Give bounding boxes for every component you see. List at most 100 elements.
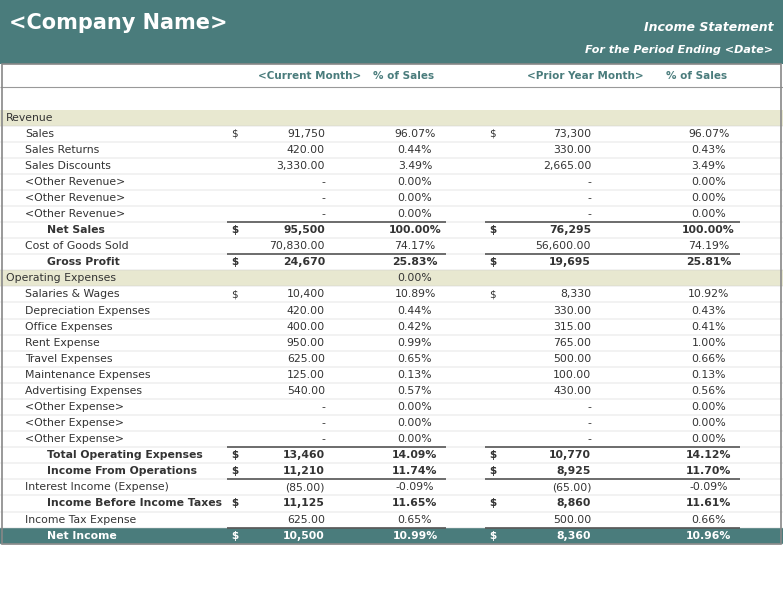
Bar: [0, 270, 783, 286]
Text: Sales: Sales: [25, 128, 54, 139]
Text: Net Sales: Net Sales: [47, 225, 105, 235]
Bar: [0, 206, 783, 222]
Text: Salaries & Wages: Salaries & Wages: [25, 289, 120, 299]
Text: -0.09%: -0.09%: [689, 482, 728, 493]
Text: 14.09%: 14.09%: [392, 450, 438, 460]
Text: 0.66%: 0.66%: [691, 515, 726, 524]
Text: $: $: [231, 466, 238, 476]
Text: 430.00: 430.00: [553, 386, 591, 396]
Bar: [0, 142, 783, 158]
Text: 400.00: 400.00: [287, 322, 325, 332]
Text: 100.00%: 100.00%: [388, 225, 442, 235]
Text: 0.00%: 0.00%: [398, 209, 432, 219]
Text: <Current Month>: <Current Month>: [258, 71, 361, 80]
Text: 0.00%: 0.00%: [398, 402, 432, 412]
Text: 0.65%: 0.65%: [398, 515, 432, 524]
Text: % of Sales: % of Sales: [373, 71, 434, 80]
Text: <Other Expense>: <Other Expense>: [25, 418, 124, 428]
Bar: [0, 190, 783, 206]
Text: 0.00%: 0.00%: [398, 418, 432, 428]
Text: 950.00: 950.00: [287, 338, 325, 347]
Text: (65.00): (65.00): [552, 482, 591, 493]
Bar: [0, 64, 783, 87]
Bar: [0, 254, 783, 270]
Text: 95,500: 95,500: [283, 225, 325, 235]
Text: 625.00: 625.00: [287, 515, 325, 524]
Text: $: $: [231, 128, 237, 139]
Text: 0.13%: 0.13%: [691, 370, 726, 380]
Text: -: -: [587, 193, 591, 203]
Text: $: $: [489, 225, 496, 235]
Text: 10.89%: 10.89%: [395, 289, 435, 299]
Text: 625.00: 625.00: [287, 354, 325, 364]
Text: 0.44%: 0.44%: [398, 305, 432, 316]
Text: 73,300: 73,300: [553, 128, 591, 139]
Text: 0.00%: 0.00%: [691, 402, 726, 412]
Text: 11.74%: 11.74%: [392, 466, 438, 476]
Text: 0.41%: 0.41%: [691, 322, 726, 332]
Text: <Other Revenue>: <Other Revenue>: [25, 209, 125, 219]
Text: (85.00): (85.00): [286, 482, 325, 493]
Text: Gross Profit: Gross Profit: [47, 257, 120, 267]
Text: $: $: [231, 450, 238, 460]
Text: 0.00%: 0.00%: [691, 209, 726, 219]
Text: 8,330: 8,330: [560, 289, 591, 299]
Text: 1.00%: 1.00%: [691, 338, 726, 347]
Text: <Other Expense>: <Other Expense>: [25, 402, 124, 412]
Text: -: -: [587, 434, 591, 444]
Text: Income From Operations: Income From Operations: [47, 466, 197, 476]
Text: -: -: [587, 209, 591, 219]
Bar: [0, 0, 783, 72]
Bar: [0, 302, 783, 319]
Text: 24,670: 24,670: [283, 257, 325, 267]
Bar: [0, 527, 783, 544]
Text: $: $: [231, 257, 238, 267]
Bar: [0, 447, 783, 463]
Text: 96.07%: 96.07%: [688, 128, 729, 139]
Text: 70,830.00: 70,830.00: [269, 241, 325, 251]
Text: -: -: [321, 209, 325, 219]
Text: 10,770: 10,770: [549, 450, 591, 460]
Text: 0.13%: 0.13%: [398, 370, 432, 380]
Text: -: -: [587, 402, 591, 412]
Text: Office Expenses: Office Expenses: [25, 322, 113, 332]
Text: 25.83%: 25.83%: [392, 257, 438, 267]
Text: $: $: [489, 289, 496, 299]
Text: Cost of Goods Sold: Cost of Goods Sold: [25, 241, 128, 251]
Bar: [0, 463, 783, 479]
Text: -: -: [587, 418, 591, 428]
Text: 0.00%: 0.00%: [691, 177, 726, 187]
Text: 3.49%: 3.49%: [398, 161, 432, 171]
Text: <Other Expense>: <Other Expense>: [25, 434, 124, 444]
Text: 3,330.00: 3,330.00: [276, 161, 325, 171]
Bar: [0, 367, 783, 383]
Bar: [0, 109, 783, 125]
Text: Advertising Expenses: Advertising Expenses: [25, 386, 142, 396]
Bar: [0, 174, 783, 190]
Text: 14.12%: 14.12%: [686, 450, 731, 460]
Text: % of Sales: % of Sales: [666, 71, 727, 80]
Text: 0.00%: 0.00%: [398, 434, 432, 444]
Text: 74.17%: 74.17%: [395, 241, 435, 251]
Text: 56,600.00: 56,600.00: [536, 241, 591, 251]
Text: 13,460: 13,460: [283, 450, 325, 460]
Bar: [0, 415, 783, 431]
Text: 8,860: 8,860: [557, 499, 591, 508]
Bar: [0, 335, 783, 350]
Bar: [0, 125, 783, 142]
Text: <Company Name>: <Company Name>: [9, 13, 228, 33]
Bar: [0, 222, 783, 238]
Text: Income Statement: Income Statement: [644, 21, 774, 34]
Text: 0.66%: 0.66%: [691, 354, 726, 364]
Text: For the Period Ending <Date>: For the Period Ending <Date>: [586, 46, 774, 55]
Text: 91,750: 91,750: [287, 128, 325, 139]
Text: 315.00: 315.00: [553, 322, 591, 332]
Text: 330.00: 330.00: [553, 305, 591, 316]
Text: Sales Returns: Sales Returns: [25, 145, 99, 155]
Text: 0.65%: 0.65%: [398, 354, 432, 364]
Text: 76,295: 76,295: [549, 225, 591, 235]
Text: 11,210: 11,210: [283, 466, 325, 476]
Text: 0.00%: 0.00%: [691, 418, 726, 428]
Text: 8,360: 8,360: [557, 530, 591, 541]
Bar: [0, 479, 783, 496]
